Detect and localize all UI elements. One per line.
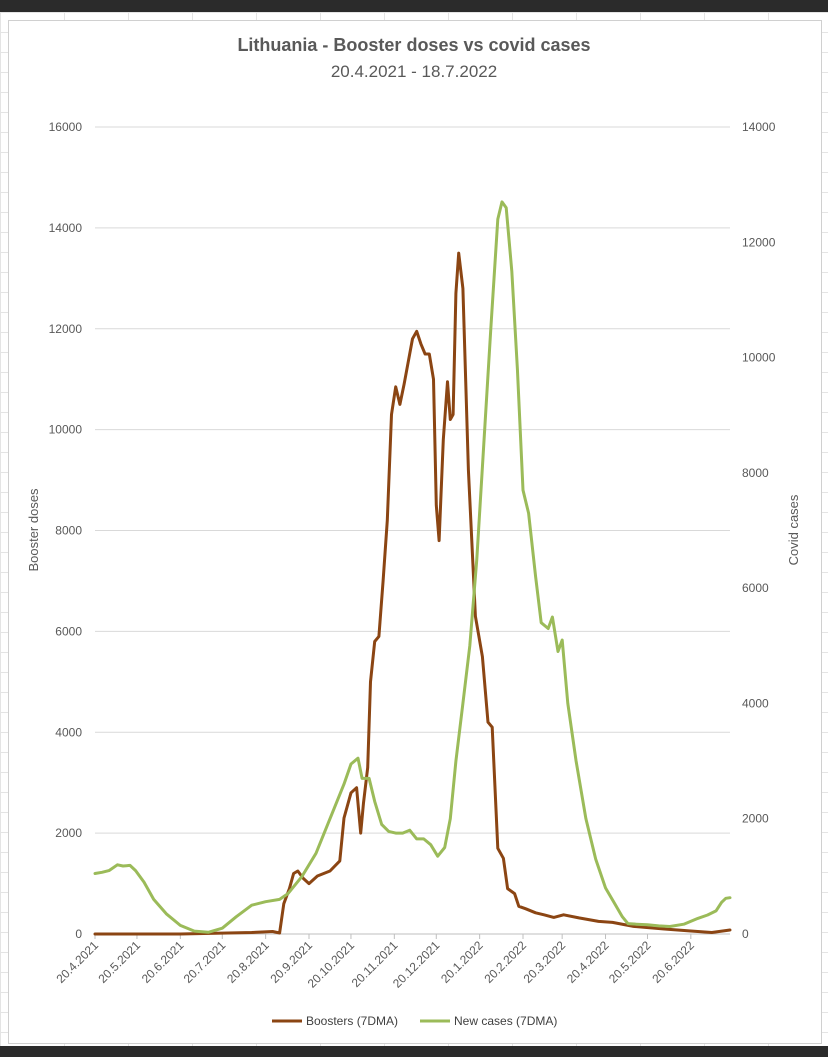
y2-tick-label: 6000	[742, 581, 769, 595]
x-tick-label: 20.4.2022	[564, 938, 612, 986]
series-lines	[93, 200, 732, 936]
gridlines	[94, 126, 730, 939]
x-tick-label: 20.6.2022	[649, 938, 697, 986]
y-tick-label: 16000	[49, 120, 83, 134]
y-tick-label: 12000	[49, 322, 83, 336]
x-tick-label: 20.4.2021	[53, 938, 101, 986]
y-tick-label: 8000	[55, 524, 82, 538]
x-tick-label: 20.5.2022	[606, 938, 654, 986]
x-tick-label: 20.7.2021	[181, 938, 229, 986]
y2-axis-title: Covid cases	[786, 494, 801, 565]
y-tick-label: 10000	[49, 423, 83, 437]
legend: Boosters (7DMA) New cases (7DMA)	[272, 1014, 557, 1028]
y2-tick-label: 0	[742, 927, 749, 941]
y-tick-label: 6000	[55, 624, 82, 638]
y2-tick-label: 2000	[742, 812, 769, 826]
y2-tick-label: 12000	[742, 235, 776, 249]
y-axis-title: Booster doses	[26, 488, 41, 572]
y-tick-label: 4000	[55, 725, 82, 739]
legend-label: Boosters (7DMA)	[306, 1014, 398, 1028]
series-line-new-cases	[93, 200, 732, 934]
chart-area[interactable]	[8, 20, 822, 1044]
y-tick-label: 14000	[49, 221, 83, 235]
y2-tick-label: 10000	[742, 351, 776, 365]
y2-tick-label: 4000	[742, 696, 769, 710]
axis-ticks: 0200040006000800010000120001400016000020…	[49, 120, 776, 991]
x-tick-label: 20.3.2022	[521, 938, 569, 986]
legend-label: New cases (7DMA)	[454, 1014, 557, 1028]
series-line-boosters	[93, 251, 732, 936]
y-tick-label: 2000	[55, 826, 82, 840]
y-tick-label: 0	[75, 927, 82, 941]
x-tick-label: 20.6.2021	[139, 938, 187, 986]
x-tick-label: 20.1.2022	[438, 938, 486, 986]
y2-tick-label: 8000	[742, 466, 769, 480]
x-tick-label: 20.5.2021	[95, 938, 143, 986]
chart-title: Lithuania - Booster doses vs covid cases	[237, 35, 590, 55]
y2-tick-label: 14000	[742, 120, 776, 134]
chart-subtitle: 20.4.2021 - 18.7.2022	[331, 62, 497, 81]
x-tick-label: 20.8.2021	[224, 938, 272, 986]
